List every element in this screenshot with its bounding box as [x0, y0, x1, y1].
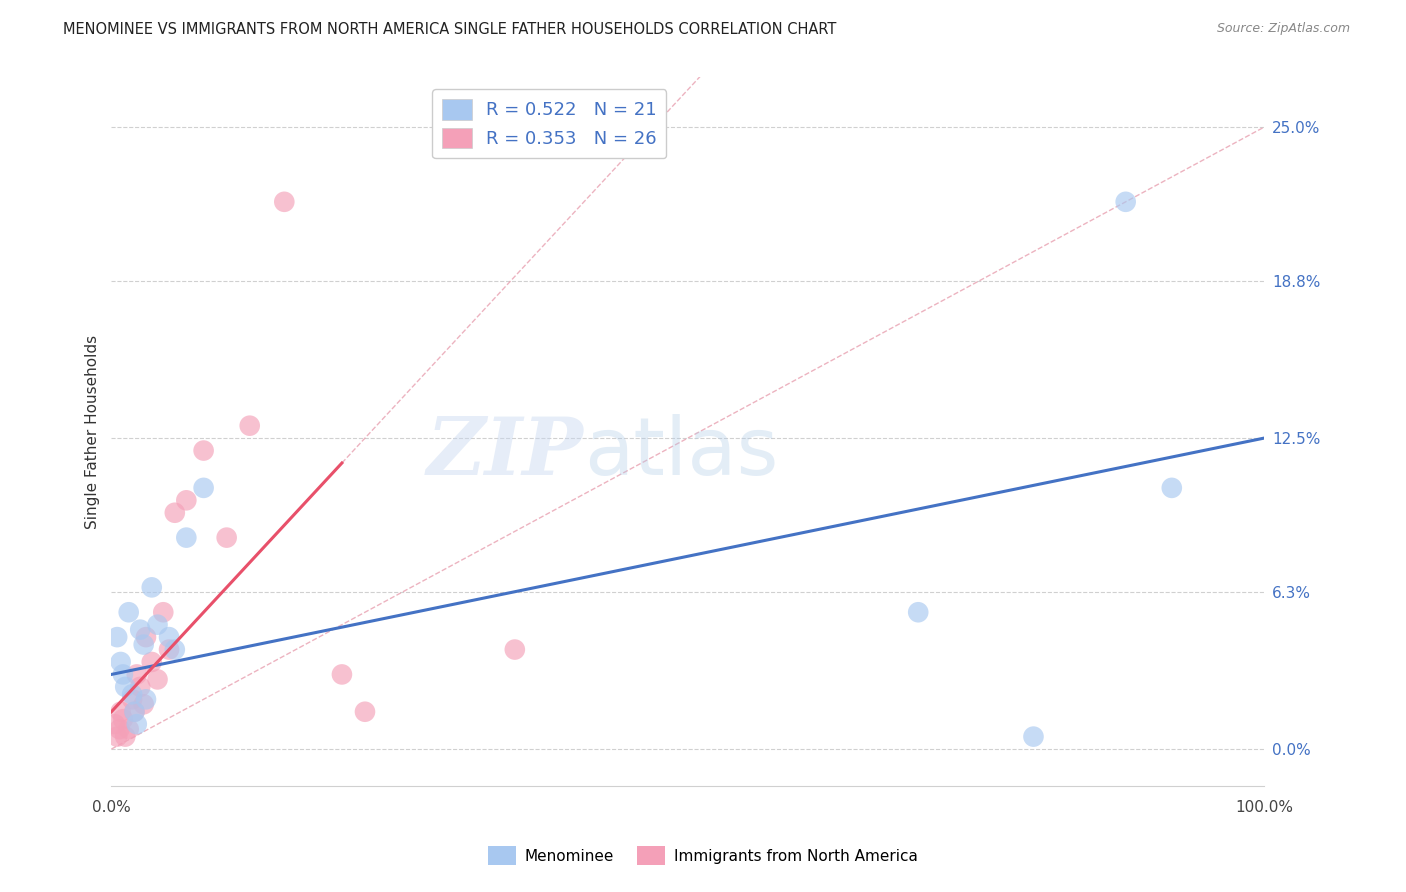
- Point: [1115, 194, 1137, 209]
- Legend: Menominee, Immigrants from North America: Menominee, Immigrants from North America: [482, 840, 924, 871]
- Text: Source: ZipAtlas.com: Source: ZipAtlas.com: [1216, 22, 1350, 36]
- Point: [193, 443, 215, 458]
- Point: [124, 705, 146, 719]
- Point: [163, 642, 186, 657]
- Point: [121, 687, 143, 701]
- Point: [141, 655, 163, 669]
- Text: MENOMINEE VS IMMIGRANTS FROM NORTH AMERICA SINGLE FATHER HOUSEHOLDS CORRELATION : MENOMINEE VS IMMIGRANTS FROM NORTH AMERI…: [63, 22, 837, 37]
- Point: [193, 481, 215, 495]
- Point: [135, 692, 157, 706]
- Point: [176, 493, 198, 508]
- Point: [157, 630, 180, 644]
- Point: [118, 605, 141, 619]
- Point: [503, 642, 526, 657]
- Point: [104, 717, 127, 731]
- Point: [114, 680, 136, 694]
- Point: [111, 712, 134, 726]
- Point: [157, 642, 180, 657]
- Point: [907, 605, 929, 619]
- Point: [135, 630, 157, 644]
- Point: [110, 705, 132, 719]
- Point: [146, 673, 169, 687]
- Point: [105, 630, 128, 644]
- Point: [176, 531, 198, 545]
- Point: [132, 698, 155, 712]
- Point: [1160, 481, 1182, 495]
- Point: [110, 655, 132, 669]
- Point: [125, 717, 148, 731]
- Text: atlas: atlas: [583, 414, 779, 492]
- Point: [111, 667, 134, 681]
- Point: [354, 705, 377, 719]
- Point: [129, 680, 152, 694]
- Point: [141, 580, 163, 594]
- Point: [163, 506, 186, 520]
- Point: [215, 531, 238, 545]
- Point: [132, 638, 155, 652]
- Point: [1022, 730, 1045, 744]
- Point: [330, 667, 353, 681]
- Point: [121, 692, 143, 706]
- Point: [146, 617, 169, 632]
- Y-axis label: Single Father Households: Single Father Households: [86, 334, 100, 529]
- Text: ZIP: ZIP: [427, 415, 583, 491]
- Point: [152, 605, 174, 619]
- Point: [273, 194, 295, 209]
- Point: [114, 730, 136, 744]
- Point: [125, 667, 148, 681]
- Legend: R = 0.522   N = 21, R = 0.353   N = 26: R = 0.522 N = 21, R = 0.353 N = 26: [433, 89, 666, 158]
- Point: [108, 722, 131, 736]
- Point: [105, 730, 128, 744]
- Point: [124, 705, 146, 719]
- Point: [118, 722, 141, 736]
- Point: [239, 418, 262, 433]
- Point: [129, 623, 152, 637]
